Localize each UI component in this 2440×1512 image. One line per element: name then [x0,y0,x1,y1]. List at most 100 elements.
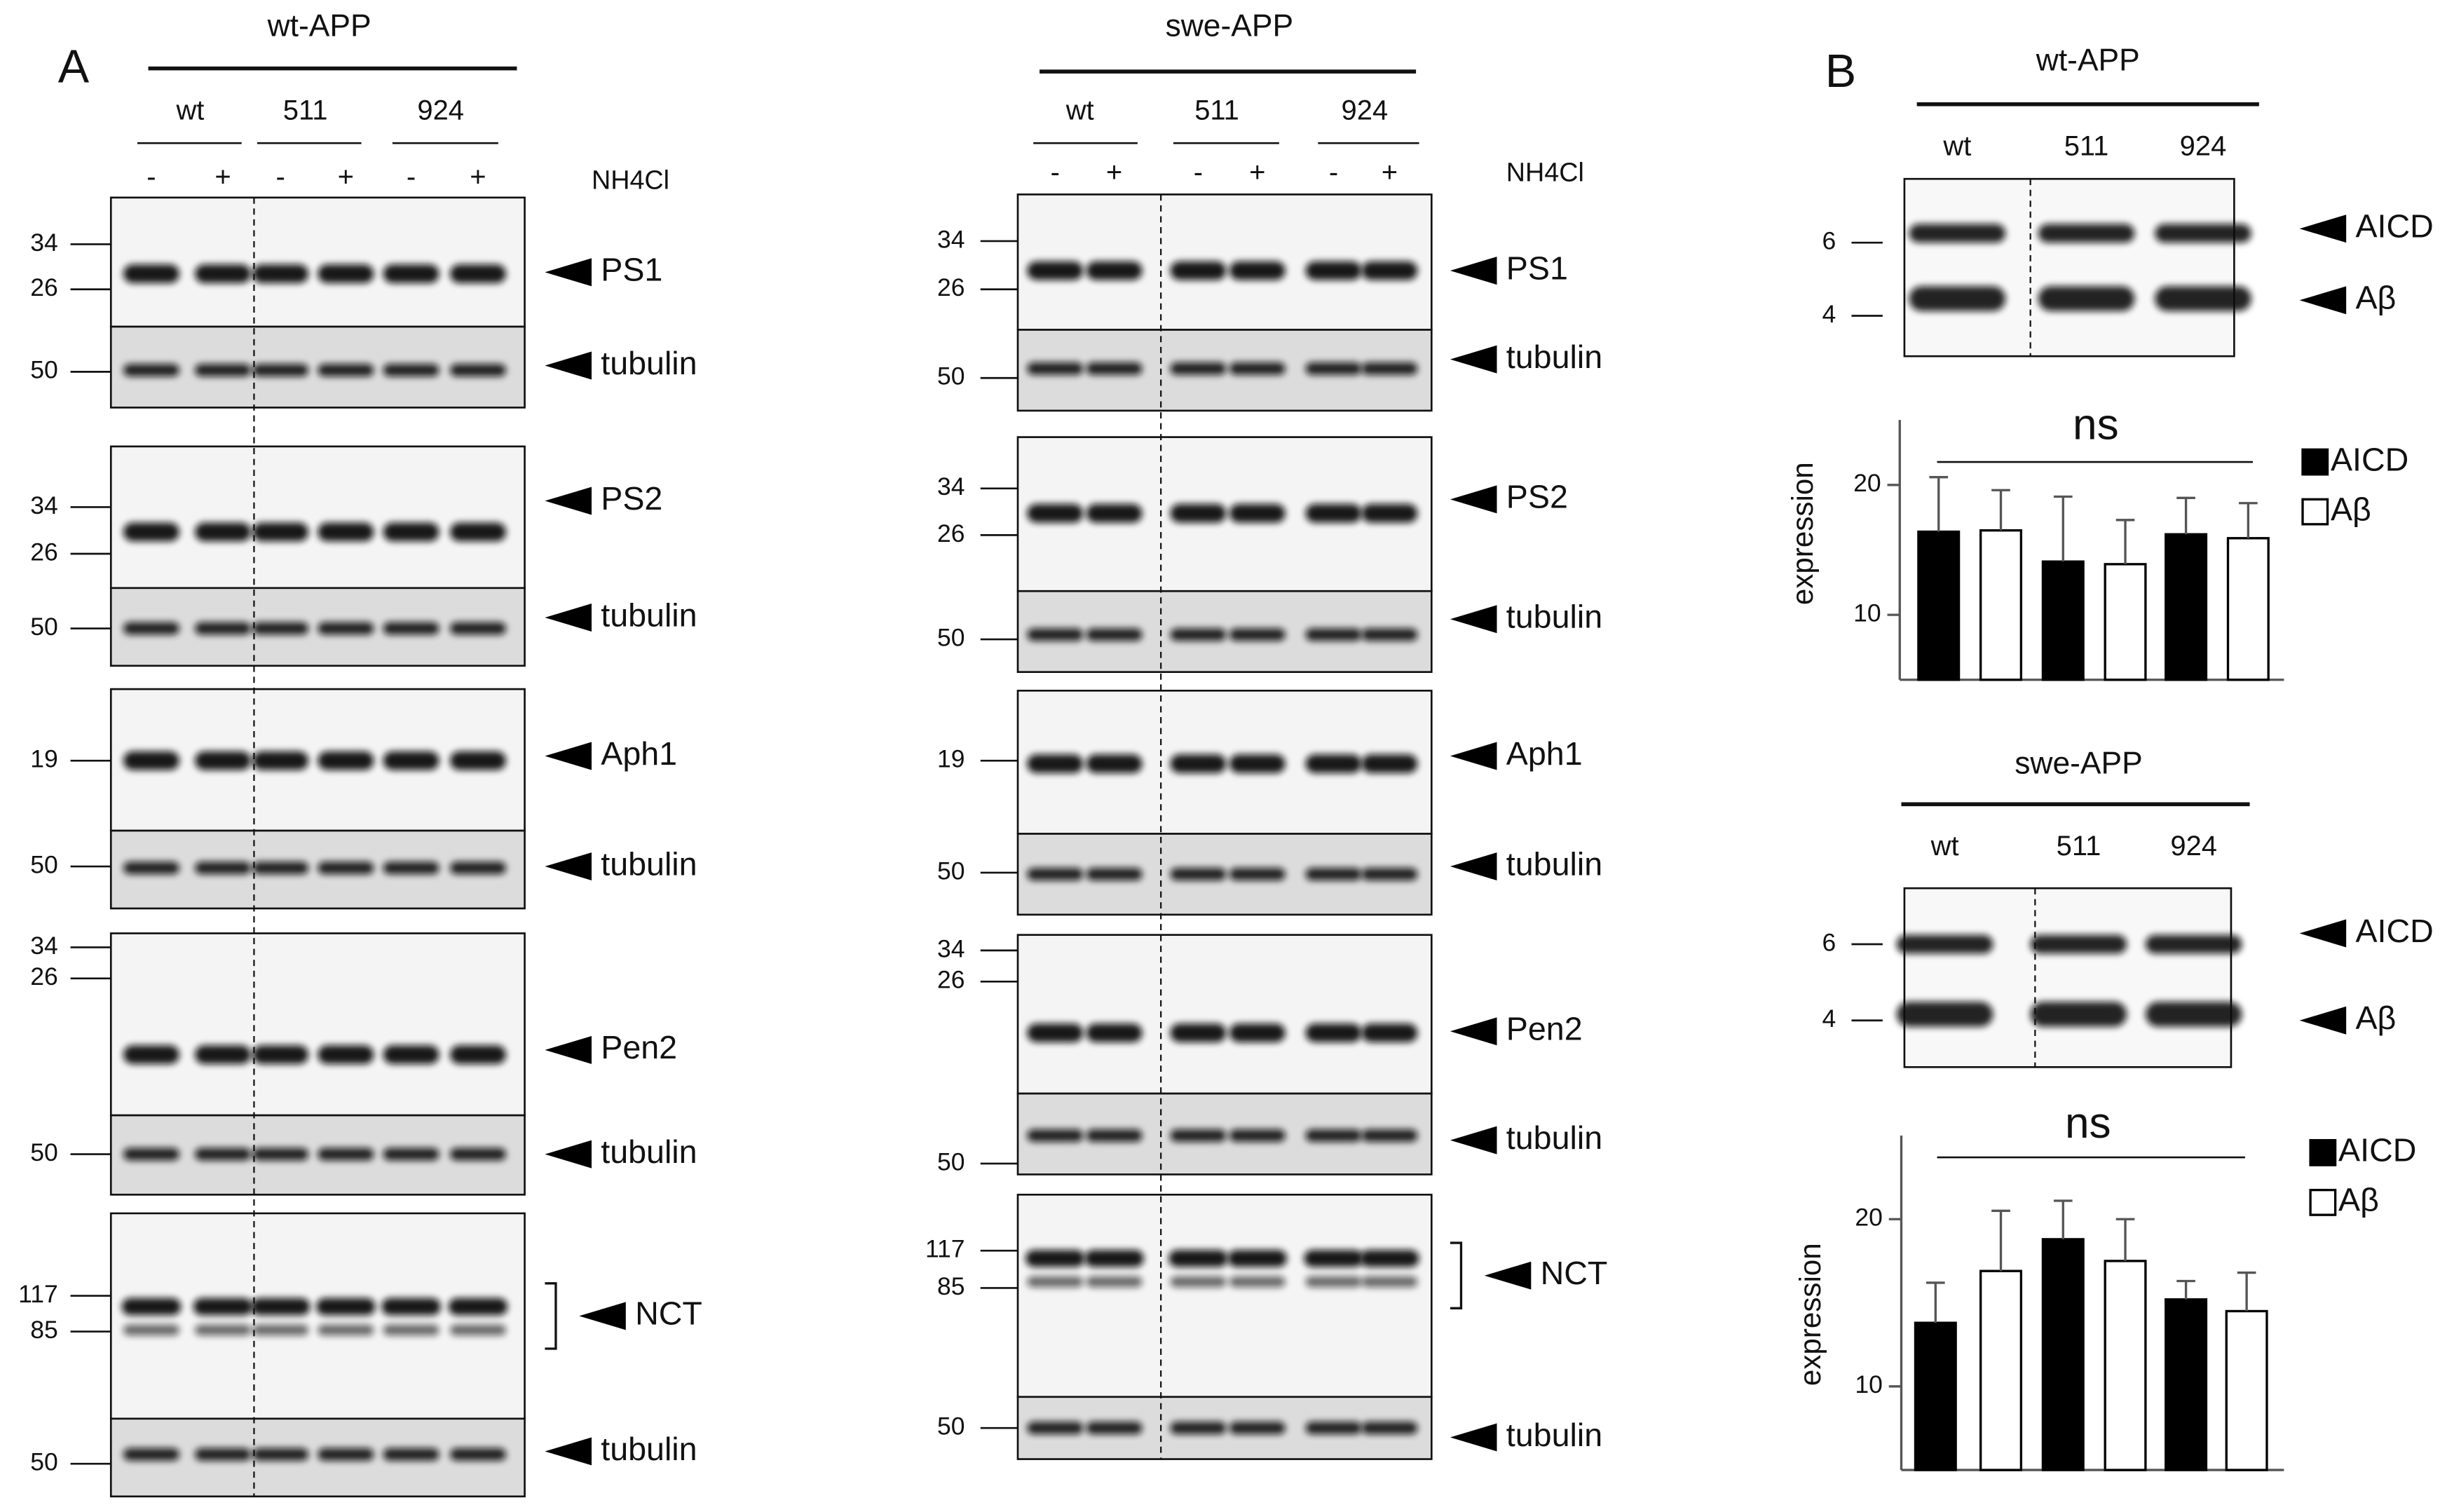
band [318,751,374,770]
band [252,364,309,377]
band [1305,504,1362,523]
band [252,751,309,770]
y-tick-label: 20 [1853,469,1881,497]
sign: - [407,162,416,193]
band [1305,628,1362,641]
blot-label: Aph1 [601,735,677,772]
band [1027,868,1084,881]
error-bar [1929,476,1949,532]
blot-label: PS2 [601,480,662,517]
band [1305,1023,1362,1042]
bar [2165,1298,2208,1471]
sign: + [1249,157,1265,188]
band [383,622,439,635]
lane-label: wt [1930,831,1959,861]
band [1227,1250,1287,1267]
blot-box [1016,934,1433,1095]
band [383,522,439,542]
band [1361,754,1418,773]
band [2145,934,2242,954]
band [1170,1129,1227,1142]
band [195,1448,251,1461]
blot-label: tubulin [601,1133,697,1170]
band [1027,1422,1084,1435]
band [383,751,439,770]
band [252,622,309,635]
band [193,1298,253,1316]
blot-label: tubulin [601,1431,697,1467]
band [1305,1276,1362,1288]
blot-box [109,196,526,328]
band [252,522,309,542]
error-bar [2239,502,2258,538]
legend-swatch [2301,448,2329,476]
blot-box [1903,177,2235,357]
band [318,522,374,542]
arrowhead [545,1437,592,1466]
legend-label: AICD [2331,441,2408,477]
y-axis-label: expression [1794,1243,1827,1386]
band [1084,1250,1144,1267]
band [2155,286,2251,311]
band [123,264,179,283]
band [1361,504,1418,523]
band [1361,362,1418,375]
blot-label: PS1 [601,252,662,288]
band-label: AICD [2355,208,2433,245]
band [1170,261,1227,280]
band [123,1147,179,1161]
sign: + [1106,157,1122,188]
bar [2165,533,2208,681]
band-label: Aβ [2355,1000,2396,1036]
bar [1979,529,2023,681]
band [1170,504,1227,523]
band [1360,1250,1419,1267]
annotation: ns [2065,1099,2111,1147]
band [195,1045,251,1064]
arrowhead [2299,919,2347,948]
error-bar [1991,1209,2010,1272]
arrowhead [545,604,592,632]
group-label: 511 [283,95,328,125]
band [1086,261,1143,280]
column-title: swe-APP [1166,9,1293,43]
band [1170,362,1227,375]
band [1896,934,1993,954]
band [1086,868,1143,881]
arrowhead [1450,1017,1497,1046]
band [1361,628,1418,641]
blot-title: wt-APP [2036,43,2140,77]
band [383,1147,439,1161]
arrowhead [545,486,592,515]
sign: - [275,162,285,193]
band [318,264,374,283]
band [2155,224,2251,243]
band [318,1147,374,1161]
band [195,751,251,770]
arrowhead [2299,214,2347,243]
arrowhead [2299,1006,2347,1035]
blot-label: tubulin [1506,599,1602,635]
band [450,861,506,875]
band [1229,362,1286,375]
band [1025,1250,1085,1267]
band [195,364,251,377]
lane-label: 511 [2064,130,2109,161]
sign: - [1051,157,1060,188]
band [318,1324,374,1336]
marker: 4 [1822,1004,1836,1033]
blot-label: tubulin [601,345,697,381]
treatment: NH4Cl [1506,158,1584,187]
marker: 34 [30,932,58,960]
blot-label: NCT [1541,1255,1608,1291]
band [123,1448,179,1461]
legend-swatch [2309,1138,2337,1166]
arrowhead [545,852,592,881]
bar [2225,1309,2268,1471]
band [450,1324,506,1336]
marker: 50 [937,362,965,390]
blot-label: tubulin [601,845,697,882]
band [1305,1422,1362,1435]
error-bar [2115,1218,2135,1261]
